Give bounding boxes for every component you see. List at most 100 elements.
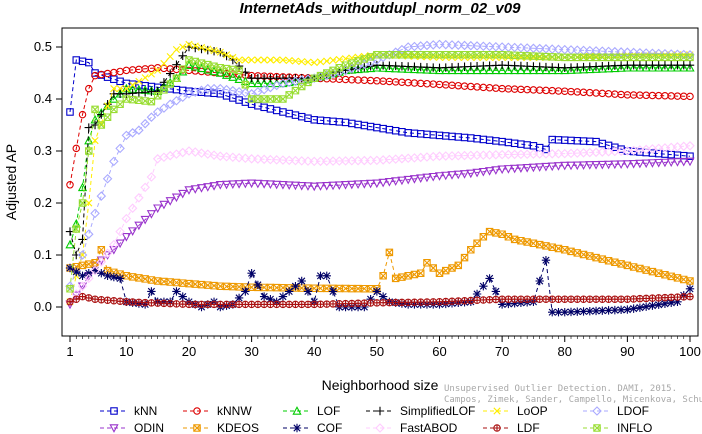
data-point-fastabod: [309, 156, 320, 167]
data-point-odin: [391, 177, 401, 186]
data-point-odin: [165, 197, 175, 206]
data-point-kdeos: [391, 274, 400, 283]
data-point-inflo: [686, 53, 694, 62]
data-point-odin: [478, 167, 488, 177]
data-point-fastabod: [115, 226, 125, 237]
data-point-lof: [472, 65, 482, 75]
data-point-odin: [510, 164, 520, 174]
data-point-loop: [298, 57, 306, 66]
data-point-loop: [323, 57, 331, 65]
legend-label: ODIN: [134, 421, 164, 434]
legend-item-simplifiedlof: SimplifiedLOF: [366, 404, 475, 418]
data-point-ldf: [430, 298, 437, 306]
data-point-odin: [547, 162, 557, 172]
data-point-ldof: [146, 112, 157, 122]
data-point-kdeos: [504, 233, 513, 241]
data-point-ldf: [492, 296, 500, 303]
data-point-ldf: [373, 299, 381, 307]
data-point-ldof: [472, 41, 482, 51]
data-point-fastabod: [278, 155, 288, 165]
data-point-ldf: [448, 298, 456, 305]
legend-item-fastabod: FastABOD: [366, 421, 458, 434]
legend-label: LOF: [317, 404, 340, 418]
data-point-ldf: [260, 301, 268, 308]
data-point-loop: [304, 58, 312, 66]
data-point-cof: [65, 263, 75, 273]
legend-item-loop: LoOP: [483, 404, 548, 418]
data-point-ldf: [116, 298, 124, 305]
data-point-cof: [297, 276, 306, 286]
data-point-lof: [591, 64, 601, 73]
data-point-odin: [365, 179, 376, 189]
data-point-lof: [196, 63, 207, 73]
data-point-fastabod: [534, 149, 545, 159]
data-point-knn: [85, 58, 93, 67]
x-tick-label: 40: [307, 344, 321, 359]
data-point-ldof: [65, 281, 75, 291]
data-point-odin: [641, 159, 651, 169]
data-point-ldf: [574, 296, 581, 303]
data-point-odin: [234, 180, 244, 189]
data-point-fastabod: [284, 155, 294, 166]
data-point-odin: [146, 210, 157, 219]
data-point-ldof: [553, 44, 564, 55]
data-point-fastabod: [77, 281, 88, 291]
data-point-ldf: [417, 298, 424, 306]
data-point-fastabod: [209, 150, 219, 160]
data-point-cof: [90, 266, 100, 275]
data-point-odin: [121, 233, 131, 242]
data-point-kdeos: [673, 274, 682, 282]
data-point-ldof: [90, 208, 100, 219]
data-point-ldof: [140, 118, 150, 129]
data-point-lof: [660, 62, 670, 72]
legend-item-lof: LOF: [283, 404, 340, 418]
data-point-lof: [466, 65, 476, 75]
data-point-cof: [579, 307, 588, 316]
data-point-inflo: [323, 69, 331, 77]
data-point-lof: [679, 62, 689, 72]
legend-item-knn: kNN: [100, 404, 157, 418]
x-tick-label: 70: [495, 344, 509, 359]
data-point-odin: [572, 161, 582, 171]
data-point-ldof: [177, 92, 188, 103]
data-point-lof: [65, 239, 75, 249]
data-point-loop: [110, 85, 118, 93]
data-point-cof: [585, 306, 594, 316]
data-point-ldf: [254, 301, 262, 308]
data-point-cof: [491, 287, 501, 296]
data-point-kdeos: [473, 239, 481, 248]
legend-label: kNN: [134, 404, 157, 418]
data-point-odin: [115, 239, 125, 249]
data-point-ldof: [453, 40, 464, 50]
data-point-loop: [160, 59, 168, 68]
data-point-fastabod: [522, 149, 532, 160]
data-point-knn: [260, 103, 268, 112]
data-point-ldof: [215, 83, 226, 94]
data-point-odin: [528, 163, 539, 173]
data-point-odin: [541, 162, 551, 172]
data-point-simplifiedlof: [178, 51, 187, 61]
data-point-odin: [128, 227, 138, 236]
data-point-cof: [629, 304, 638, 313]
data-point-ldf: [655, 294, 662, 302]
data-point-loop: [229, 53, 237, 61]
data-point-inflo: [329, 66, 337, 75]
data-point-ldf: [461, 297, 468, 304]
data-point-kdeos: [416, 269, 425, 277]
legend-label: LoOP: [517, 404, 548, 418]
data-point-cof: [610, 305, 620, 315]
data-point-ldf: [361, 299, 368, 307]
data-point-kdeos: [586, 252, 594, 260]
data-point-loop: [122, 85, 130, 93]
data-point-ldf: [661, 294, 669, 301]
data-point-loop: [493, 407, 501, 415]
data-point-fastabod: [102, 248, 113, 259]
data-point-odin: [591, 161, 601, 170]
data-point-cof: [497, 300, 507, 309]
data-point-ldf: [129, 298, 136, 306]
data-point-odin: [585, 161, 595, 170]
x-tick-label: 10: [119, 344, 133, 359]
data-point-loop: [116, 85, 124, 93]
data-point-fastabod: [541, 149, 551, 159]
plot-area: [65, 39, 695, 317]
